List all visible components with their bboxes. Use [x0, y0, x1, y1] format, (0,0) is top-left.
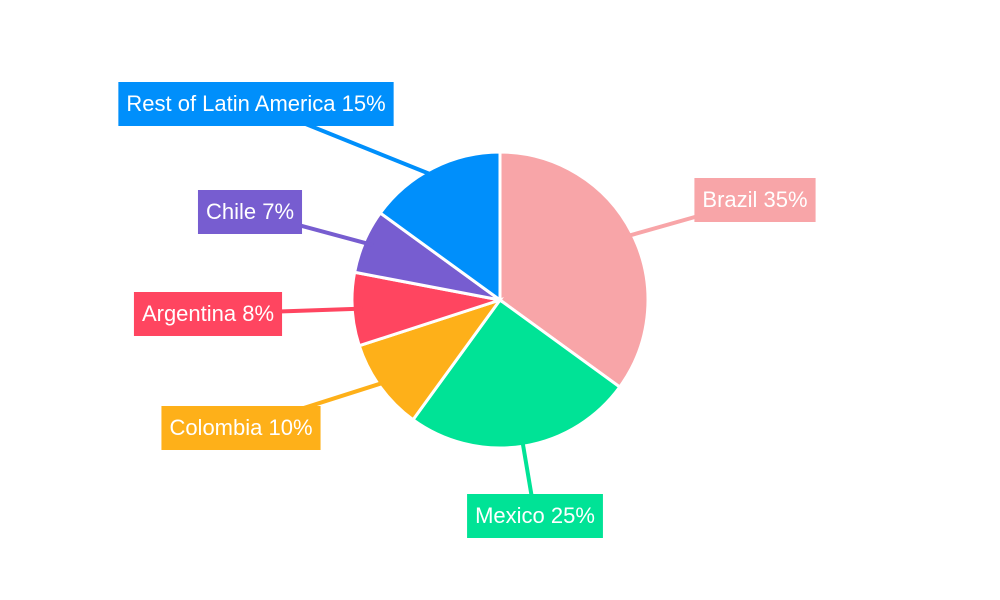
label-text: Argentina 8% — [142, 301, 274, 326]
category-name: Chile — [206, 199, 256, 224]
category-name: Argentina — [142, 301, 237, 326]
label-box — [694, 178, 816, 222]
value-label: 25% — [551, 503, 595, 528]
value-label: 10% — [269, 415, 313, 440]
label-text: Chile 7% — [206, 199, 294, 224]
data-label: Rest of Latin America 15% — [118, 82, 394, 126]
data-label: Chile 7% — [197, 190, 303, 234]
data-label: Brazil 35% — [694, 178, 816, 222]
label-text: Rest of Latin America 15% — [126, 91, 385, 116]
label-box — [118, 82, 394, 126]
category-name: Brazil — [702, 187, 757, 212]
data-label: Argentina 8% — [133, 292, 283, 336]
pie-slice — [378, 150, 502, 303]
label-box — [133, 292, 283, 336]
label-box — [197, 190, 303, 234]
category-name: Mexico — [475, 503, 545, 528]
category-name: Rest of Latin America — [126, 91, 336, 116]
value-label: 8% — [242, 301, 274, 326]
label-text: Brazil 35% — [702, 187, 807, 212]
value-label: 15% — [342, 91, 386, 116]
label-text: Colombia 10% — [169, 415, 312, 440]
label-box — [161, 406, 321, 450]
label-box — [467, 494, 603, 538]
value-label: 7% — [262, 199, 294, 224]
data-label: Colombia 10% — [161, 406, 321, 450]
pie-slice — [357, 297, 504, 422]
label-text: Mexico 25% — [475, 503, 595, 528]
category-name: Colombia — [169, 415, 263, 440]
value-label: 35% — [764, 187, 808, 212]
data-label: Mexico 25% — [467, 494, 603, 538]
